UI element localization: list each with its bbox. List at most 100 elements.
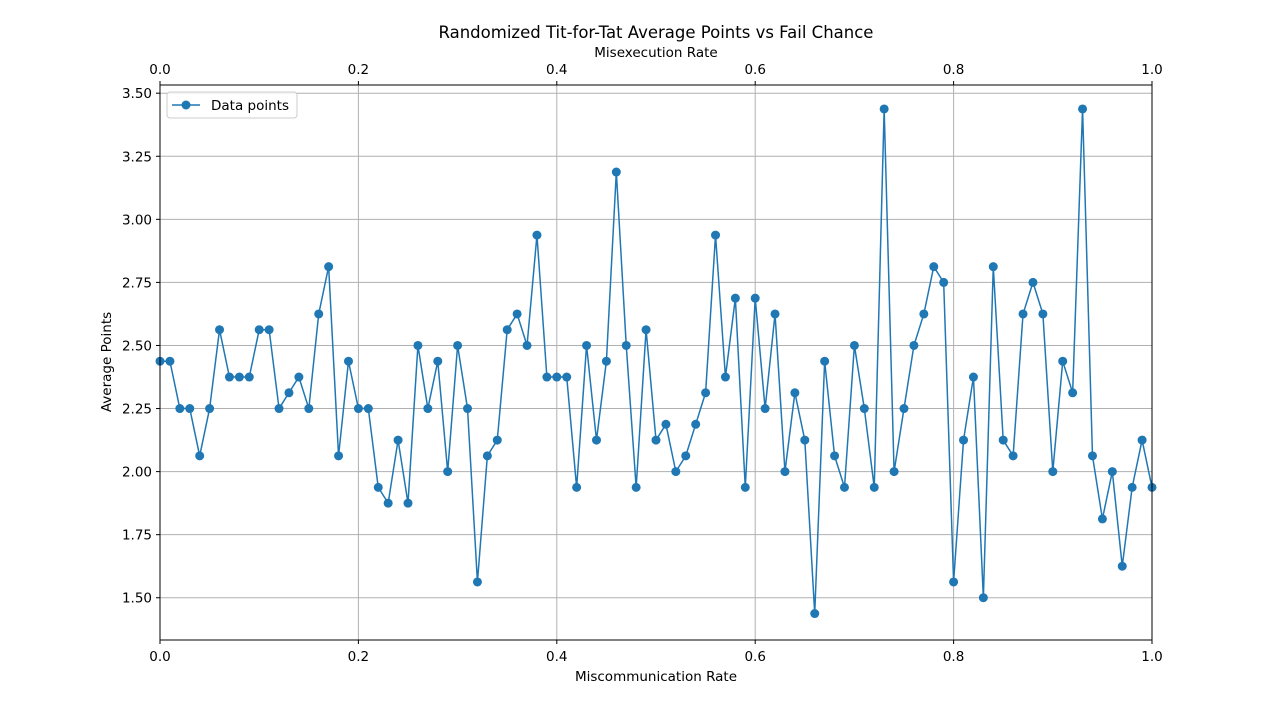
data-point — [750, 293, 760, 303]
data-point — [879, 104, 889, 114]
data-point — [770, 309, 780, 319]
x2-tick-label: 0.2 — [348, 62, 369, 78]
x2-tick-label: 0.8 — [943, 62, 964, 78]
data-point — [165, 356, 175, 366]
data-point — [601, 356, 611, 366]
data-point — [244, 372, 254, 382]
x-tick-label: 0.4 — [546, 649, 567, 665]
axes: 0.0 0.2 0.4 0.6 0.8 1.0 0.0 0.2 0.4 0.6 0.8 1.0 1.50… — [122, 62, 1163, 665]
data-point — [264, 325, 274, 335]
data-point — [522, 340, 532, 350]
data-point — [820, 356, 830, 366]
y-tick-label: 2.75 — [122, 275, 152, 291]
data-point — [274, 404, 284, 414]
data-point — [949, 577, 959, 587]
data-point — [463, 404, 473, 414]
data-point — [284, 388, 294, 398]
data-point — [988, 262, 998, 272]
data-point — [1117, 561, 1127, 571]
x-tick-label: 0.2 — [348, 649, 369, 665]
y-tick-label: 3.00 — [122, 212, 152, 228]
series-layer — [155, 104, 1157, 619]
data-point — [215, 325, 225, 335]
data-point — [542, 372, 552, 382]
data-point — [572, 482, 582, 492]
data-point — [353, 404, 363, 414]
data-point — [1018, 309, 1028, 319]
x2-tick-label: 0.4 — [546, 62, 567, 78]
data-point — [1078, 104, 1088, 114]
data-point — [1087, 451, 1097, 461]
data-point — [711, 230, 721, 240]
chart-title: Randomized Tit-for-Tat Average Points vs… — [439, 23, 874, 42]
x-axis-label: Miscommunication Rate — [575, 669, 737, 685]
y-axis-label: Average Points — [99, 312, 115, 412]
data-point — [234, 372, 244, 382]
data-point — [740, 482, 750, 492]
data-point — [393, 435, 403, 445]
data-point — [304, 404, 314, 414]
data-point — [1028, 277, 1038, 287]
data-point — [671, 467, 681, 477]
data-point — [919, 309, 929, 319]
data-point — [175, 404, 185, 414]
x2-tick-label: 0.0 — [149, 62, 170, 78]
data-point — [720, 372, 730, 382]
data-point — [1038, 309, 1048, 319]
data-point — [701, 388, 711, 398]
data-point — [472, 577, 482, 587]
data-point — [343, 356, 353, 366]
data-point — [998, 435, 1008, 445]
data-point — [849, 340, 859, 350]
legend: Data points — [166, 91, 298, 119]
data-point — [621, 340, 631, 350]
data-point — [373, 482, 383, 492]
data-point — [631, 482, 641, 492]
y-tick-label: 1.75 — [122, 528, 152, 544]
data-point — [1008, 451, 1018, 461]
data-point — [195, 451, 205, 461]
data-point — [611, 167, 621, 177]
data-point — [899, 404, 909, 414]
data-point — [968, 372, 978, 382]
data-point — [661, 419, 671, 429]
data-point — [959, 435, 969, 445]
x2-tick-label: 1.0 — [1141, 62, 1162, 78]
data-point — [1107, 467, 1117, 477]
data-point — [790, 388, 800, 398]
data-point — [403, 498, 413, 508]
data-point — [800, 435, 810, 445]
data-point — [1127, 482, 1137, 492]
data-point — [859, 404, 869, 414]
data-point — [641, 325, 651, 335]
data-point — [443, 467, 453, 477]
x-tick-label: 0.6 — [744, 649, 765, 665]
legend-box — [166, 91, 298, 119]
data-point — [294, 372, 304, 382]
data-point — [978, 593, 988, 603]
x-tick-label: 0.0 — [149, 649, 170, 665]
data-point — [482, 451, 492, 461]
data-point — [760, 404, 770, 414]
data-point — [224, 372, 234, 382]
data-point — [324, 262, 334, 272]
data-point — [254, 325, 264, 335]
y-tick-label: 1.50 — [122, 591, 152, 607]
data-point — [363, 404, 373, 414]
data-point — [453, 340, 463, 350]
data-point — [889, 467, 899, 477]
x-tick-label: 0.8 — [943, 649, 964, 665]
data-point — [909, 340, 919, 350]
data-point — [582, 340, 592, 350]
data-point — [383, 498, 393, 508]
data-point — [562, 372, 572, 382]
data-point — [681, 451, 691, 461]
data-point — [502, 325, 512, 335]
data-point — [730, 293, 740, 303]
legend-label: Data points — [211, 98, 289, 114]
data-point — [591, 435, 601, 445]
data-point — [651, 435, 661, 445]
x-tick-label: 1.0 — [1141, 649, 1162, 665]
data-point — [839, 482, 849, 492]
y-tick-label: 3.25 — [122, 149, 152, 165]
